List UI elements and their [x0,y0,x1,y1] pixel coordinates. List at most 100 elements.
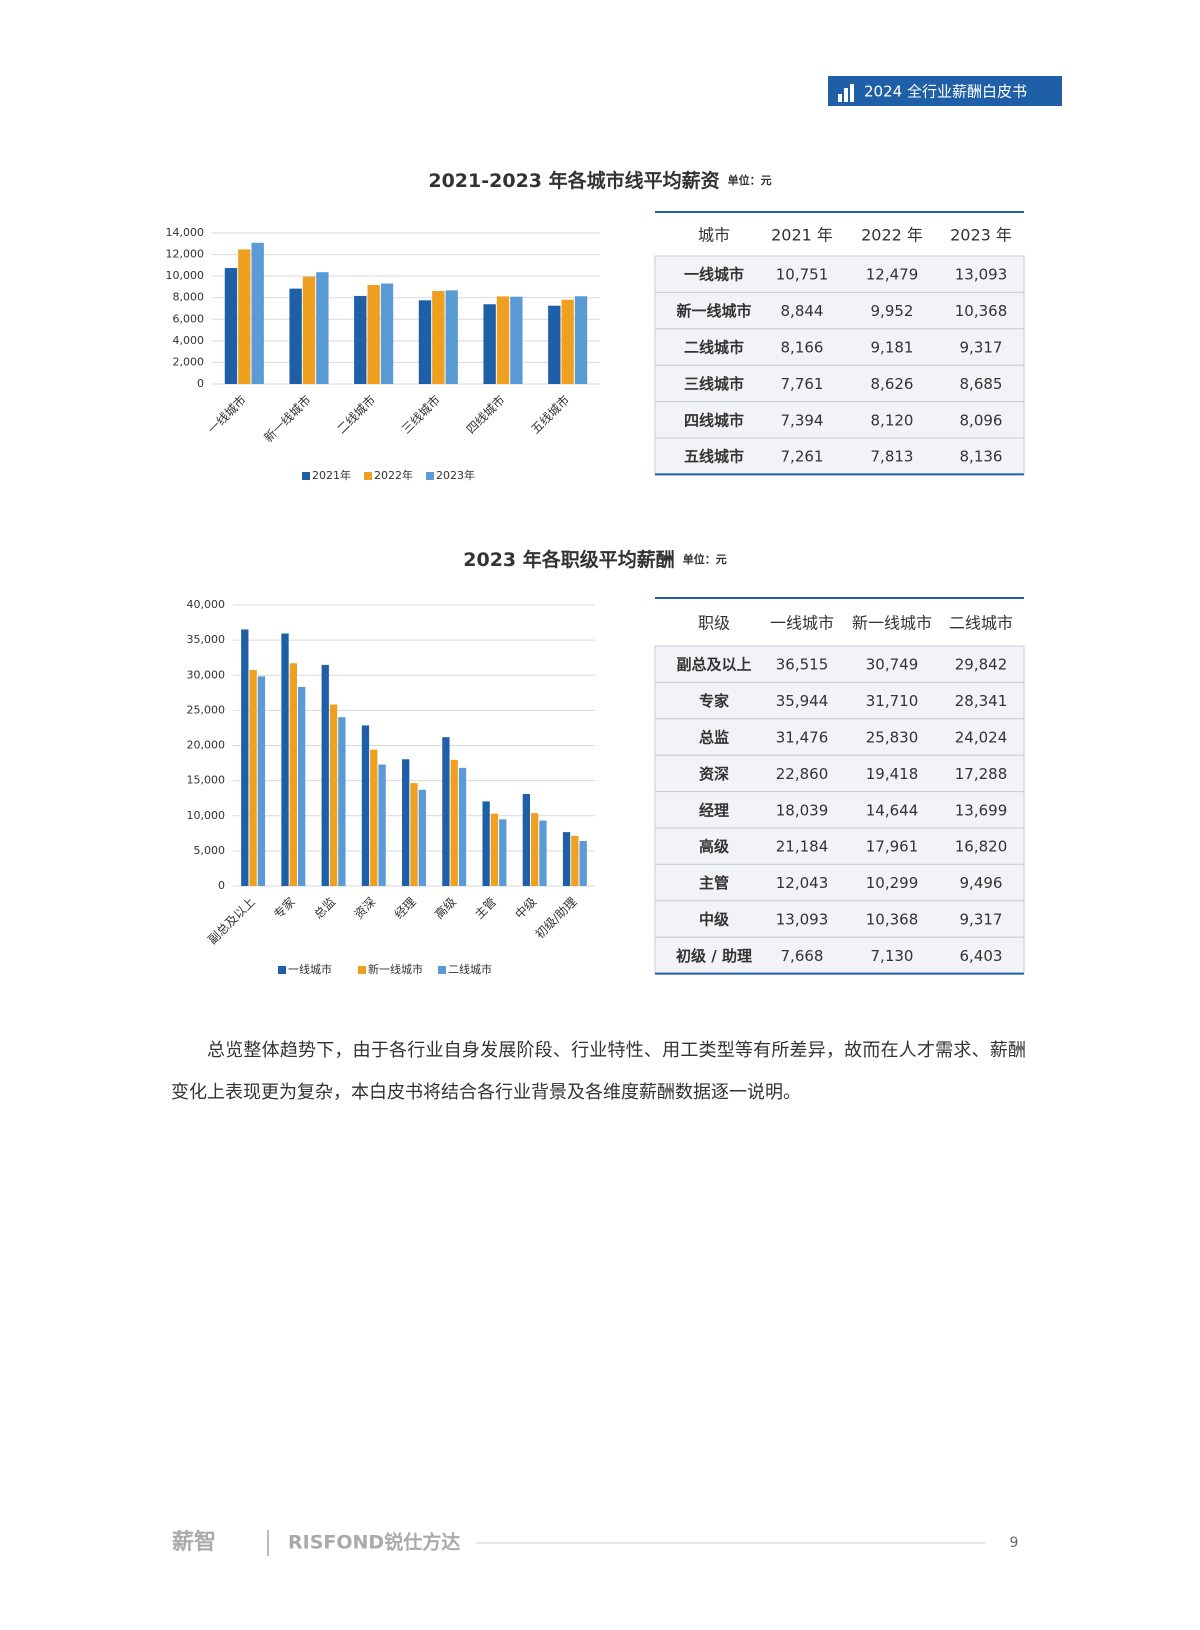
bar [370,749,378,886]
y-tick-label: 4,000 [173,334,205,347]
table-cell: 9,317 [960,911,1003,929]
header-badge-bg [828,76,1062,106]
table-cell: 总监 [699,729,729,747]
table-header: 一线城市 [770,614,834,633]
bar [450,759,458,886]
table-cell: 9,181 [871,339,914,357]
table-cell: 13,093 [776,911,829,929]
y-tick-label: 10,000 [187,809,226,822]
table-row [654,681,1025,720]
x-tick-label: 五线城市 [528,392,573,437]
table-cell: 10,368 [866,911,919,929]
x-tick-label: 主管 [471,894,499,922]
bar [249,669,257,886]
bar [561,299,574,384]
table-row [654,754,1025,793]
x-tick-label: 初级/助理 [533,895,580,942]
table-cell: 7,394 [781,411,824,429]
bar [402,759,410,886]
table-row [654,863,1025,902]
header-icon [838,84,854,102]
x-tick-label: 新一线城市 [261,392,314,445]
table-cell: 五线城市 [684,448,744,466]
chart-title-text: 2023 年各职级平均薪酬 [463,548,675,571]
y-tick-label: 2,000 [173,355,205,368]
table-header: 城市 [698,226,730,245]
table-cell: 12,043 [776,874,829,892]
bar [241,629,249,886]
bar [321,664,329,886]
table-header: 二线城市 [949,614,1013,633]
x-tick-label: 二线城市 [334,392,379,437]
bar [329,704,338,886]
table-row [654,364,1025,403]
bar [442,737,450,886]
table-cell: 新一线城市 [676,302,751,320]
bar [316,272,329,384]
table-cell: 10,299 [866,874,919,892]
table-cell: 7,668 [781,947,824,965]
bar [574,296,588,384]
bar [251,242,264,384]
bar [496,296,510,384]
footer-partner: RISFOND锐仕方达 [288,1531,460,1554]
table-row [654,255,1025,293]
table-cell: 35,944 [776,692,829,710]
bar [445,290,458,384]
bar [562,832,571,886]
table-header: 2021 年 [771,226,833,245]
table-cell: 副总及以上 [676,656,751,674]
chart-unit: 单位：元 [728,173,772,187]
table-cell: 12,479 [866,266,919,284]
bar [289,663,297,886]
table-cell: 19,418 [866,765,919,783]
y-tick-label: 20,000 [187,739,226,752]
table-cell: 资深 [699,765,729,783]
table-row [654,791,1025,829]
table-row [654,328,1025,366]
legend-label: 新一线城市 [368,962,423,976]
page-number: 9 [1010,1535,1019,1551]
table-cell: 7,130 [871,947,914,965]
bar [410,783,418,886]
chart-title: 2021-2023 年各城市线平均薪资 单位：元 [428,169,771,192]
table-cell: 经理 [699,801,729,819]
bar [458,767,467,886]
y-tick-label: 6,000 [173,312,205,325]
chart-title: 2023 年各职级平均薪酬 单位：元 [463,548,727,571]
header-badge: 2024 全行业薪酬白皮书 [864,83,1027,101]
table-cell: 22,860 [776,765,829,783]
table-cell: 8,136 [960,448,1003,466]
bar [522,794,531,886]
table-cell: 中级 [699,911,730,929]
bar [361,725,370,886]
legend-label: 2023年 [436,468,475,482]
table-cell: 高级 [699,838,730,856]
bar [418,300,432,384]
bar [224,268,238,384]
table-cell: 24,024 [955,729,1008,747]
y-tick-label: 35,000 [187,633,226,646]
table-cell: 二线城市 [684,339,744,357]
bar [354,295,367,384]
bar [579,841,587,886]
y-tick-label: 0 [197,377,204,390]
y-tick-label: 40,000 [187,598,226,611]
bar [378,764,386,886]
table-cell: 13,699 [955,801,1008,819]
table-cell: 9,496 [960,874,1003,892]
table-cell: 31,710 [866,692,919,710]
bar [432,290,445,384]
y-tick-label: 12,000 [166,248,205,261]
bar [539,820,547,886]
bar [338,717,346,886]
bar [548,305,561,384]
bar [302,276,316,384]
table-cell: 8,685 [960,375,1003,393]
bar [418,789,426,886]
table-cell: 9,317 [960,339,1003,357]
bar [510,296,523,384]
table-cell: 8,626 [871,375,914,393]
x-tick-label: 专家 [270,894,298,922]
